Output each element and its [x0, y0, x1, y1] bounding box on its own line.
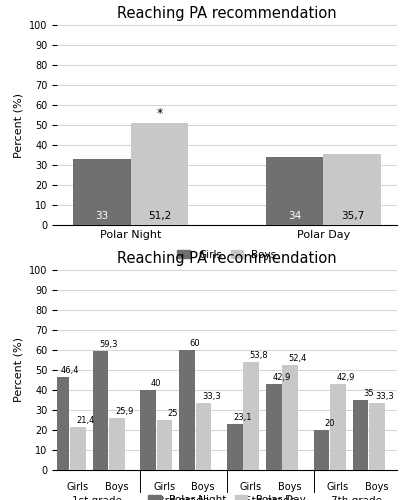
Bar: [265, 157, 324, 225]
Bar: [70, 427, 86, 470]
Text: 33: 33: [95, 211, 108, 221]
Bar: [196, 404, 211, 470]
Bar: [73, 159, 130, 225]
Bar: [93, 352, 108, 470]
Legend: Polar Night, Polar Day: Polar Night, Polar Day: [144, 490, 310, 500]
Text: 1st grade: 1st grade: [72, 496, 122, 500]
Text: 23,1: 23,1: [233, 413, 252, 422]
Text: Boys: Boys: [278, 482, 301, 492]
Text: 3rd grade: 3rd grade: [158, 496, 209, 500]
Text: 33,3: 33,3: [375, 392, 394, 402]
Text: 46,4: 46,4: [60, 366, 79, 375]
Text: 42,9: 42,9: [337, 373, 355, 382]
Y-axis label: Percent (%): Percent (%): [13, 338, 24, 402]
Text: *: *: [156, 106, 163, 120]
Text: 25: 25: [167, 409, 178, 418]
Bar: [243, 362, 259, 470]
Text: 51,2: 51,2: [148, 211, 171, 221]
Text: 21,4: 21,4: [76, 416, 95, 425]
Bar: [369, 404, 384, 470]
Text: Girls: Girls: [326, 482, 348, 492]
Bar: [180, 350, 195, 470]
Text: Girls: Girls: [153, 482, 175, 492]
Text: 25,9: 25,9: [116, 407, 134, 416]
Text: 33,3: 33,3: [202, 392, 221, 402]
Bar: [266, 384, 281, 470]
Text: 35: 35: [363, 389, 373, 398]
Legend: Girls, Boys: Girls, Boys: [173, 246, 281, 264]
Bar: [109, 418, 125, 470]
Bar: [157, 420, 173, 470]
Bar: [130, 122, 189, 225]
Text: 59,3: 59,3: [99, 340, 118, 349]
Bar: [54, 377, 70, 470]
Text: 60: 60: [190, 339, 200, 348]
Title: Reaching PA recommendation: Reaching PA recommendation: [117, 6, 337, 21]
Bar: [330, 384, 346, 470]
Text: 5th grade: 5th grade: [245, 496, 296, 500]
Text: Girls: Girls: [67, 482, 89, 492]
Text: Boys: Boys: [191, 482, 215, 492]
Bar: [140, 390, 156, 470]
Text: 52,4: 52,4: [289, 354, 307, 363]
Bar: [283, 365, 298, 470]
Text: 7th grade: 7th grade: [331, 496, 382, 500]
Bar: [227, 424, 243, 470]
Text: 20: 20: [324, 419, 335, 428]
Text: 34: 34: [288, 211, 301, 221]
Text: 42,9: 42,9: [272, 373, 291, 382]
Text: Boys: Boys: [105, 482, 128, 492]
Bar: [353, 400, 368, 470]
Text: Boys: Boys: [365, 482, 388, 492]
Text: Girls: Girls: [240, 482, 262, 492]
Bar: [324, 154, 381, 225]
Title: Reaching PA recommendation: Reaching PA recommendation: [117, 251, 337, 266]
Text: 53,8: 53,8: [250, 352, 268, 360]
Bar: [314, 430, 329, 470]
Text: 40: 40: [151, 379, 161, 388]
Y-axis label: Percent (%): Percent (%): [13, 92, 24, 158]
Text: 35,7: 35,7: [341, 211, 364, 221]
